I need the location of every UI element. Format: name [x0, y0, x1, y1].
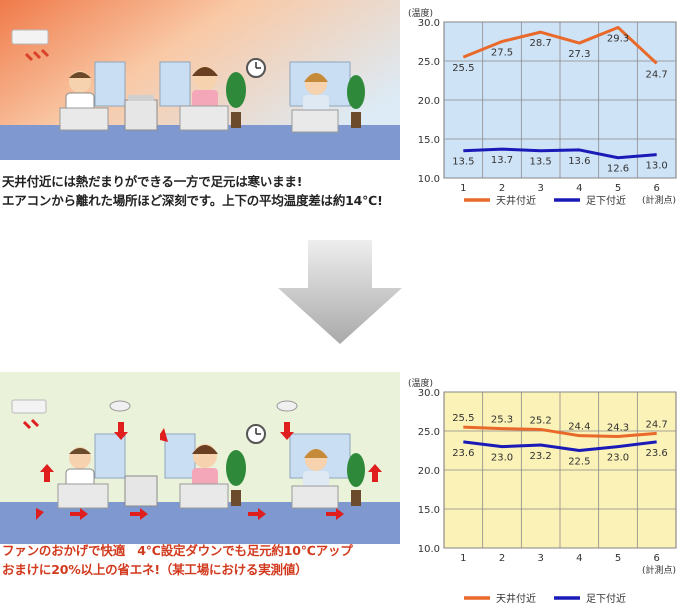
- data-label: 24.3: [607, 422, 629, 433]
- data-label: 25.3: [491, 415, 513, 426]
- data-label: 24.7: [646, 69, 668, 80]
- series-line-floor: [463, 440, 657, 452]
- x-tick-label: 4: [576, 553, 582, 564]
- y-tick-label: 20.0: [418, 96, 440, 107]
- x-tick-label: 5: [615, 183, 621, 194]
- y-tick-label: 15.0: [418, 135, 440, 146]
- data-label: 13.6: [568, 156, 590, 167]
- legend-label: 足下付近: [586, 592, 626, 605]
- caption-before: 天井付近には熱だまりができる一方で足元は寒いまま! エアコンから離れた場所ほど深…: [2, 172, 383, 210]
- worker-woman: [179, 444, 229, 509]
- worker-hot-man: [59, 71, 109, 131]
- worker-woman-2: [291, 449, 339, 509]
- y-tick-label: 25.0: [418, 427, 440, 438]
- data-label: 23.6: [452, 448, 474, 459]
- air-conditioner-icon: [11, 399, 47, 430]
- y-tick-label: 30.0: [418, 18, 440, 29]
- caption-after-line2: おまけに20%以上の省エネ!（某工場における実測値）: [2, 562, 308, 577]
- clock-icon: [246, 424, 266, 444]
- x-tick-label: 3: [537, 183, 543, 194]
- data-label: 28.7: [530, 38, 552, 49]
- air-conditioner-icon: [11, 29, 50, 62]
- data-label: 23.6: [646, 448, 668, 459]
- data-label: 22.5: [568, 457, 590, 468]
- copy-machine: [124, 475, 158, 507]
- copy-machine: [124, 95, 158, 131]
- worker-woman: [179, 66, 229, 131]
- caption-before-line1: 天井付近には熱だまりができる一方で足元は寒いまま!: [2, 174, 303, 189]
- potted-plant-icon: [226, 72, 246, 128]
- x-tick-label: 5: [615, 553, 621, 564]
- data-label: 13.7: [491, 155, 513, 166]
- data-label: 23.0: [607, 453, 629, 464]
- data-label: 24.4: [568, 422, 590, 433]
- legend-label: 天井付近: [496, 592, 536, 605]
- x-tick-label: 1: [460, 553, 466, 564]
- worker-man: [57, 447, 109, 509]
- series-line-floor: [463, 147, 657, 160]
- data-label: 23.2: [530, 451, 552, 462]
- x-axis-label: (計測点): [642, 194, 676, 206]
- data-label: 13.5: [452, 157, 474, 168]
- ceiling-fan-icon: [109, 400, 131, 412]
- temperature-chart-before: 10.0 15.0 20.0 25.0 30.0 1 2 3 4 5 6 (温度) (計測点) 25.5 2…: [408, 7, 677, 207]
- series-line-ceiling: [462, 25, 658, 65]
- ceiling-fan-icon: [276, 400, 298, 412]
- airflow-arrows: [36, 422, 382, 520]
- data-label: 12.6: [607, 164, 629, 175]
- office-scene-before: [0, 0, 400, 160]
- caption-before-line2: エアコンから離れた場所ほど深刻です。上下の平均温度差は約14℃!: [2, 193, 383, 208]
- y-axis-label: (温度): [408, 7, 433, 19]
- data-label: 25.5: [452, 413, 474, 424]
- data-label: 25.5: [452, 63, 474, 74]
- y-tick-label: 10.0: [418, 544, 440, 555]
- worker-cold-woman: [291, 73, 339, 133]
- data-label: 13.0: [646, 161, 668, 172]
- data-label: 27.5: [491, 48, 513, 59]
- x-tick-label: 3: [537, 553, 543, 564]
- legend-label: 足下付近: [586, 194, 626, 207]
- y-tick-label: 20.0: [418, 466, 440, 477]
- potted-plant-icon: [347, 453, 365, 506]
- data-label: 13.5: [530, 157, 552, 168]
- data-label: 29.3: [607, 33, 629, 44]
- office-scene-after: [0, 372, 400, 544]
- potted-plant-icon: [226, 450, 246, 506]
- data-label: 23.0: [491, 453, 513, 464]
- data-label: 24.7: [646, 419, 668, 430]
- y-tick-label: 15.0: [418, 505, 440, 516]
- y-tick-label: 10.0: [418, 174, 440, 185]
- down-arrow-icon: [278, 240, 402, 344]
- caption-after-line1: ファンのおかげで快適 4℃設定ダウンでも足元約10℃アップ: [2, 543, 353, 558]
- potted-plant-icon: [347, 75, 365, 128]
- x-tick-label: 6: [653, 553, 659, 564]
- legend-label: 天井付近: [496, 194, 536, 207]
- series-line-ceiling: [463, 425, 657, 438]
- x-tick-label: 6: [653, 183, 659, 194]
- data-label: 27.3: [568, 49, 590, 60]
- temperature-chart-after: 10.0 15.0 20.0 25.0 30.0 1 2 3 4 5 6 (温度) (計測点) 25.5 2…: [408, 377, 677, 605]
- y-tick-label: 30.0: [418, 388, 440, 399]
- y-axis-label: (温度): [408, 377, 433, 389]
- x-axis-label: (計測点): [642, 564, 676, 576]
- caption-after: ファンのおかげで快適 4℃設定ダウンでも足元約10℃アップ おまけに20%以上の…: [2, 541, 353, 579]
- y-tick-label: 25.0: [418, 57, 440, 68]
- x-tick-label: 1: [460, 183, 466, 194]
- x-tick-label: 4: [576, 183, 582, 194]
- data-label: 25.2: [530, 415, 552, 426]
- clock-icon: [246, 58, 266, 78]
- x-tick-label: 2: [499, 553, 505, 564]
- x-tick-label: 2: [499, 183, 505, 194]
